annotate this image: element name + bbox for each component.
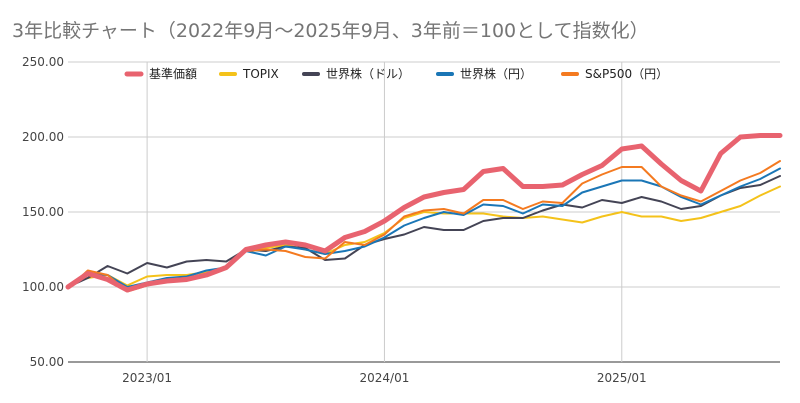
x-tick-label: 2024/01 <box>360 371 410 385</box>
series-lines <box>65 133 783 293</box>
y-axis: 50.00 100.00 150.00 200.00 250.00 <box>22 55 64 369</box>
legend-label: S&P500（円） <box>585 67 668 81</box>
y-tick-label: 100.00 <box>22 280 64 294</box>
x-tick-label: 2025/01 <box>597 371 647 385</box>
y-tick-label: 150.00 <box>22 205 64 219</box>
legend-label: TOPIX <box>242 67 279 81</box>
series-line-0 <box>65 133 783 293</box>
series-line-2 <box>67 175 781 288</box>
legend-item-1: TOPIX <box>219 67 279 81</box>
x-tick-label: 2023/01 <box>122 371 172 385</box>
legend: 基準価額 TOPIX 世界株（ドル） 世界株（円） S&P500（円） <box>124 66 668 81</box>
series-line-1 <box>67 185 781 287</box>
chart-title: 3年比較チャート（2022年9月～2025年9月、3年前＝100として指数化） <box>12 20 649 42</box>
legend-label: 世界株（円） <box>460 66 532 81</box>
legend-label: 世界株（ドル） <box>326 66 410 81</box>
y-tick-label: 50.00 <box>30 355 64 369</box>
legend-item-3: 世界株（円） <box>436 66 532 81</box>
legend-item-4: S&P500（円） <box>561 67 668 81</box>
legend-item-2: 世界株（ドル） <box>302 66 410 81</box>
y-tick-label: 200.00 <box>22 130 64 144</box>
legend-label: 基準価額 <box>149 66 197 81</box>
x-axis: 2023/01 2024/01 2025/01 <box>122 371 647 385</box>
y-tick-label: 250.00 <box>22 55 64 69</box>
legend-item-0: 基準価額 <box>124 66 197 81</box>
